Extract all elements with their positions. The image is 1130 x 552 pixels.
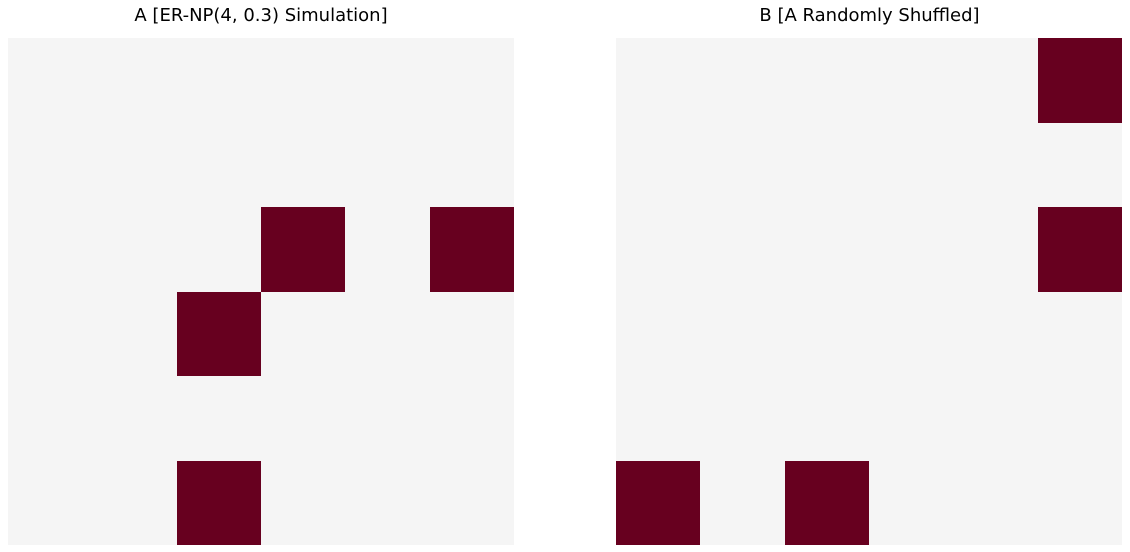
heatmap-cell-b-r0-c3 — [869, 38, 953, 123]
heatmap-cell-b-r3-c5 — [1038, 292, 1122, 376]
heatmap-cell-b-r3-c3 — [869, 292, 953, 376]
heatmap-cell-b-r5-c4 — [953, 461, 1038, 545]
heatmap-cell-a-r2-c1 — [92, 207, 177, 292]
heatmap-cell-b-r2-c3 — [869, 207, 953, 292]
heatmap-cell-a-r3-c4 — [345, 292, 430, 376]
heatmap-cell-b-r0-c5 — [1038, 38, 1122, 123]
heatmap-panel-b: B [A Randomly Shuffled] — [616, 5, 1122, 545]
heatmap-cell-b-r4-c3 — [869, 376, 953, 461]
heatmap-cell-a-r3-c0 — [8, 292, 92, 376]
heatmap-cell-a-r5-c4 — [345, 461, 430, 545]
heatmap-cell-b-r0-c0 — [616, 38, 700, 123]
heatmap-cell-a-r4-c1 — [92, 376, 177, 461]
heatmap-cell-a-r1-c2 — [177, 123, 261, 207]
heatmap-cell-b-r3-c4 — [953, 292, 1038, 376]
heatmap-cell-a-r0-c5 — [430, 38, 514, 123]
heatmap-cell-a-r4-c0 — [8, 376, 92, 461]
heatmap-cell-a-r2-c4 — [345, 207, 430, 292]
heatmap-cell-b-r1-c1 — [700, 123, 785, 207]
heatmap-cell-b-r1-c4 — [953, 123, 1038, 207]
heatmap-cell-b-r0-c4 — [953, 38, 1038, 123]
heatmap-cell-a-r1-c1 — [92, 123, 177, 207]
heatmap-cell-b-r1-c3 — [869, 123, 953, 207]
heatmap-cell-b-r2-c4 — [953, 207, 1038, 292]
heatmap-cell-a-r3-c1 — [92, 292, 177, 376]
heatmap-cell-b-r4-c4 — [953, 376, 1038, 461]
heatmap-cell-a-r0-c3 — [261, 38, 345, 123]
heatmap-cell-a-r0-c1 — [92, 38, 177, 123]
panel-title-a: A [ER-NP(4, 0.3) Simulation] — [134, 5, 387, 26]
heatmap-cell-b-r1-c0 — [616, 123, 700, 207]
heatmap-cell-b-r3-c2 — [785, 292, 869, 376]
heatmap-cell-a-r5-c5 — [430, 461, 514, 545]
heatmap-cell-b-r3-c0 — [616, 292, 700, 376]
heatmap-cell-a-r1-c4 — [345, 123, 430, 207]
heatmap-cell-a-r4-c3 — [261, 376, 345, 461]
heatmap-cell-b-r4-c0 — [616, 376, 700, 461]
heatmap-cell-b-r0-c1 — [700, 38, 785, 123]
heatmap-cell-b-r5-c5 — [1038, 461, 1122, 545]
heatmap-cell-b-r4-c5 — [1038, 376, 1122, 461]
heatmap-panel-a: A [ER-NP(4, 0.3) Simulation] — [8, 5, 514, 545]
heatmap-cell-a-r5-c1 — [92, 461, 177, 545]
heatmap-cell-b-r0-c2 — [785, 38, 869, 123]
heatmap-cell-a-r2-c5 — [430, 207, 514, 292]
heatmap-cell-a-r1-c3 — [261, 123, 345, 207]
heatmap-cell-b-r5-c0 — [616, 461, 700, 545]
heatmap-cell-b-r4-c1 — [700, 376, 785, 461]
heatmap-cell-a-r5-c2 — [177, 461, 261, 545]
heatmap-cell-b-r3-c1 — [700, 292, 785, 376]
heatmap-cell-a-r3-c2 — [177, 292, 261, 376]
heatmap-cell-a-r1-c5 — [430, 123, 514, 207]
heatmap-cell-a-r2-c2 — [177, 207, 261, 292]
heatmap-cell-a-r4-c2 — [177, 376, 261, 461]
heatmap-cell-a-r1-c0 — [8, 123, 92, 207]
heatmap-cell-a-r4-c4 — [345, 376, 430, 461]
panel-title-b: B [A Randomly Shuffled] — [759, 5, 979, 26]
heatmap-cells-b — [616, 38, 1122, 545]
heatmap-cell-b-r5-c1 — [700, 461, 785, 545]
heatmap-cell-b-r1-c2 — [785, 123, 869, 207]
heatmap-cell-a-r2-c3 — [261, 207, 345, 292]
heatmap-cells-a — [8, 38, 514, 545]
heatmap-cell-b-r2-c2 — [785, 207, 869, 292]
heatmap-cell-a-r0-c2 — [177, 38, 261, 123]
heatmap-cell-b-r5-c3 — [869, 461, 953, 545]
heatmap-cell-a-r5-c3 — [261, 461, 345, 545]
heatmap-cell-b-r2-c1 — [700, 207, 785, 292]
heatmap-cell-b-r4-c2 — [785, 376, 869, 461]
heatmap-cell-a-r2-c0 — [8, 207, 92, 292]
heatmap-cell-a-r0-c0 — [8, 38, 92, 123]
heatmap-cell-a-r3-c5 — [430, 292, 514, 376]
heatmap-cell-a-r3-c3 — [261, 292, 345, 376]
heatmap-cell-b-r1-c5 — [1038, 123, 1122, 207]
heatmap-cell-b-r5-c2 — [785, 461, 869, 545]
heatmap-cell-a-r4-c5 — [430, 376, 514, 461]
heatmap-cell-b-r2-c0 — [616, 207, 700, 292]
heatmap-cell-a-r0-c4 — [345, 38, 430, 123]
heatmap-cell-a-r5-c0 — [8, 461, 92, 545]
heatmap-cell-b-r2-c5 — [1038, 207, 1122, 292]
